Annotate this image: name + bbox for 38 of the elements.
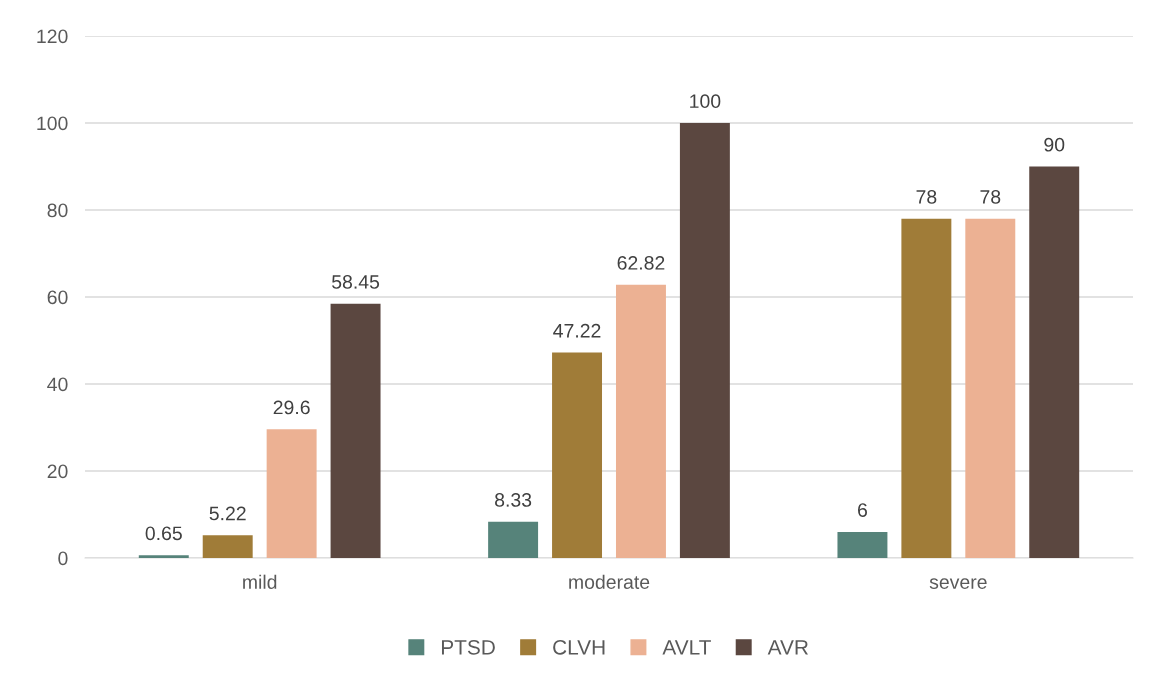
data-label: 6 [858,503,867,517]
bar [901,218,952,558]
y-tick-label: 120 [37,29,68,44]
data-label: 8.33 [495,493,532,507]
y-tick-label: 40 [47,377,68,392]
data-label: 29.6 [273,400,310,415]
data-label: 5.22 [209,506,246,521]
bar [615,284,666,558]
y-tick-label: 80 [47,203,68,218]
bar [138,555,189,558]
data-label: 78 [980,189,1001,204]
bar [330,303,381,558]
bar [1029,166,1080,558]
x-tick-label: moderate [569,574,650,589]
bar [202,535,253,558]
bar [552,352,603,558]
y-tick-label: 60 [47,290,68,305]
legend-label: AVLT [662,640,711,655]
legend-label: AVR [767,640,808,655]
data-label: 100 [690,94,721,109]
data-label: 90 [1044,137,1065,152]
data-label: 62.82 [617,256,665,270]
data-label: 47.22 [553,323,601,338]
bar [488,521,539,558]
data-label: 78 [916,189,937,204]
data-label: 58.45 [332,275,380,289]
x-tick-label: mild [243,574,277,589]
y-tick-label: 100 [37,116,68,131]
bar [965,218,1016,558]
legend-label: PTSD [441,639,495,655]
data-label: 0.65 [145,526,182,541]
legend-label: CLVH [553,639,605,655]
bar [679,123,730,558]
bar [837,531,888,558]
y-tick-label: 20 [47,464,68,479]
x-tick-label: severe [929,578,987,589]
y-tick-label: 0 [58,551,68,566]
bar [266,429,317,558]
